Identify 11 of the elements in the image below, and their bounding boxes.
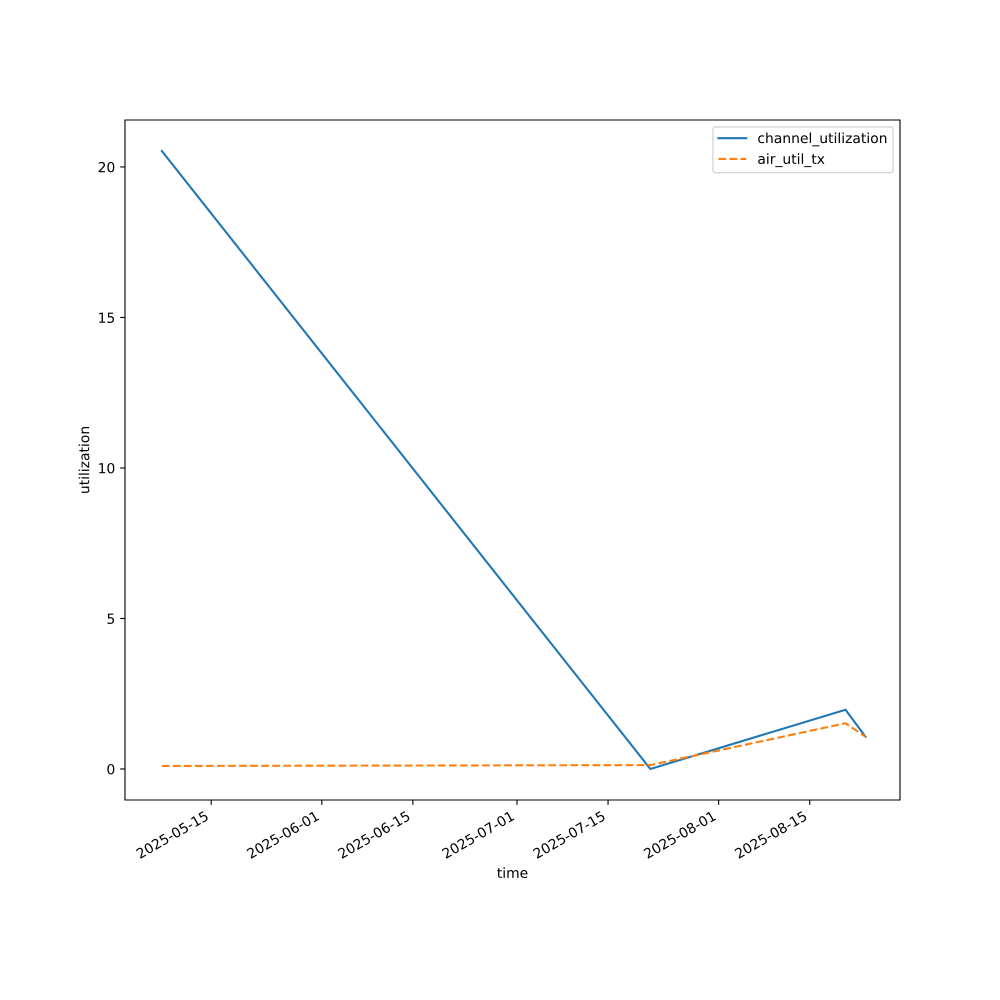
line-series bbox=[160, 150, 867, 770]
legend-label: channel_utilization bbox=[758, 132, 886, 146]
y-tick-label: 15 bbox=[99, 312, 114, 323]
y-tick-label: 20 bbox=[98, 162, 114, 172]
y-tick-label: 10 bbox=[99, 462, 114, 474]
y-tick-label: 0 bbox=[107, 764, 114, 774]
y-axis-title: utilization bbox=[78, 427, 90, 493]
y-tick-label: 5 bbox=[108, 614, 114, 624]
legend-label: air_util_tx bbox=[758, 153, 825, 168]
line-series bbox=[160, 722, 867, 768]
x-axis-title: time bbox=[497, 867, 528, 878]
